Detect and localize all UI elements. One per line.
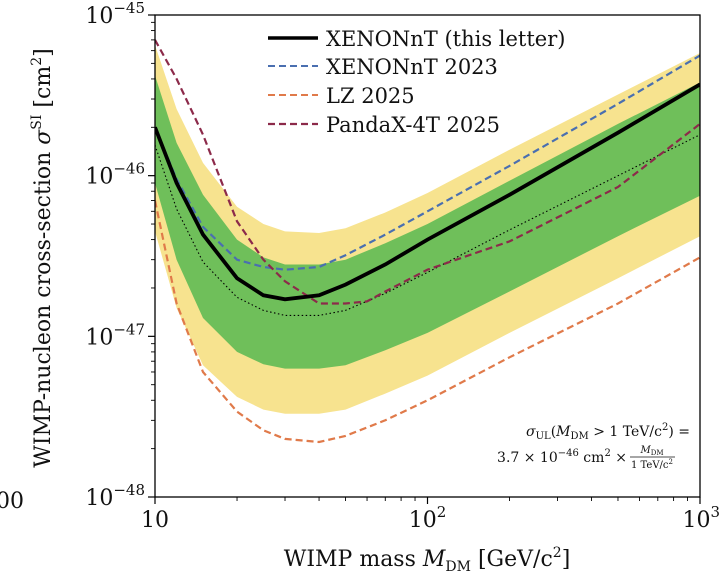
annotation-line-1: σUL(MDM > 1 TeV/c2) = — [526, 422, 690, 442]
legend-label-pandax-2025: PandaX-4T 2025 — [326, 113, 500, 137]
legend-label-xenonnt-2023: XENONnT 2023 — [326, 55, 498, 79]
legend: XENONnT (this letter) XENONnT 2023 LZ 20… — [268, 27, 565, 137]
legend-label-xenonnt-this: XENONnT (this letter) — [326, 27, 565, 51]
legend-label-lz-2025: LZ 2025 — [326, 84, 415, 108]
x-tick-label: 102 — [409, 503, 447, 533]
series-pandax-4t-2025 — [155, 39, 700, 305]
x-tick-label: 103 — [682, 503, 720, 533]
y-tick-label: 10−48 — [85, 481, 145, 511]
axis-ticks: 10 102 103 10−48 10−47 10−46 10−45 — [85, 0, 720, 533]
y-tick-label: 10−45 — [85, 0, 145, 29]
limit-curves — [155, 39, 700, 444]
y-tick-label: 10−47 — [85, 320, 145, 350]
partial-tick-label: 00 — [0, 489, 24, 514]
median-sensitivity-line — [155, 134, 700, 316]
series-xenonnt-this-letter — [155, 82, 700, 302]
series-lz-2025 — [155, 200, 700, 444]
x-tick-label: 10 — [141, 508, 169, 533]
annotation-fraction-denominator: 1 TeV/c2 — [631, 458, 673, 471]
annotation-fraction-numerator: MDM — [639, 445, 663, 457]
high-mass-scaling-annotation: σUL(MDM > 1 TeV/c2) = 3.7 × 10−46 cm2 × … — [497, 422, 690, 471]
band-1-sigma — [155, 75, 700, 369]
annotation-line-2: 3.7 × 10−46 cm2 × — [497, 448, 627, 466]
y-tick-label: 10−46 — [85, 160, 145, 190]
x-axis-title: WIMP mass MDM [GeV/c2] — [284, 545, 571, 575]
sensitivity-bands — [155, 45, 700, 414]
y-axis-title: WIMP-nucleon cross-section σSI [cm2] — [29, 48, 56, 467]
series-xenonnt-2023 — [155, 54, 700, 271]
